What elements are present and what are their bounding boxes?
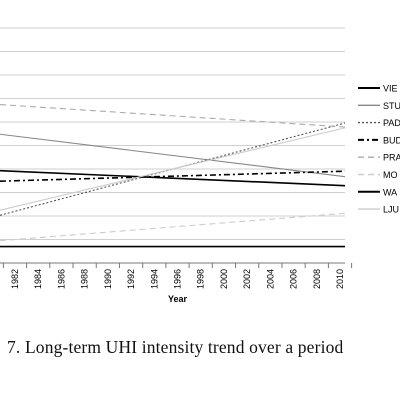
series-line-lju <box>0 127 346 211</box>
series-lines <box>0 104 346 248</box>
x-tick-label: 2008 <box>312 269 322 289</box>
x-tick-label: 1986 <box>56 269 66 289</box>
legend-label: BUD <box>383 135 400 145</box>
x-axis-title: Year <box>168 294 188 304</box>
x-tick-labels: 1982 1984 1986 1988 1990 1992 1994 1996 1998 2000… <box>10 269 345 289</box>
x-tick-label: 1982 <box>10 269 20 289</box>
x-tick-label: 2000 <box>219 269 229 289</box>
legend: VIE STU PAD BUD PRA MO WA LJU <box>358 84 400 215</box>
series-line-mo <box>0 212 346 242</box>
legend-label: PRA <box>383 153 400 163</box>
x-tick-label: 1984 <box>33 269 43 289</box>
legend-label: PAD <box>383 118 400 128</box>
x-tick-label: 2010 <box>335 269 345 289</box>
series-line-pra <box>0 104 346 128</box>
x-tick-label: 1996 <box>173 269 183 289</box>
figure-caption: 7. Long-term UHI intensity trend over a … <box>0 333 400 363</box>
axes <box>0 262 353 268</box>
x-tick-label: 2004 <box>265 269 275 289</box>
legend-label: STU <box>383 101 400 111</box>
legend-label: LJU <box>383 205 399 215</box>
series-line-pad <box>0 122 346 216</box>
legend-label: WA <box>383 187 397 197</box>
x-tick-label: 1998 <box>196 269 206 289</box>
series-line-vie <box>0 169 346 187</box>
series-line-stu <box>0 133 346 178</box>
x-tick-label: 1992 <box>126 269 136 289</box>
x-tick-label: 1990 <box>103 269 113 289</box>
caption-text: 7. Long-term UHI intensity trend over a … <box>7 337 344 357</box>
series-line-bud <box>0 170 346 182</box>
x-tick-label: 1994 <box>149 269 159 289</box>
gridlines <box>0 27 345 264</box>
legend-label: VIE <box>383 84 398 94</box>
x-tick-label: 2006 <box>289 269 299 289</box>
legend-label: MO <box>383 170 398 180</box>
x-tick-label: 2002 <box>242 269 252 289</box>
x-tick-label: 1988 <box>80 269 90 289</box>
